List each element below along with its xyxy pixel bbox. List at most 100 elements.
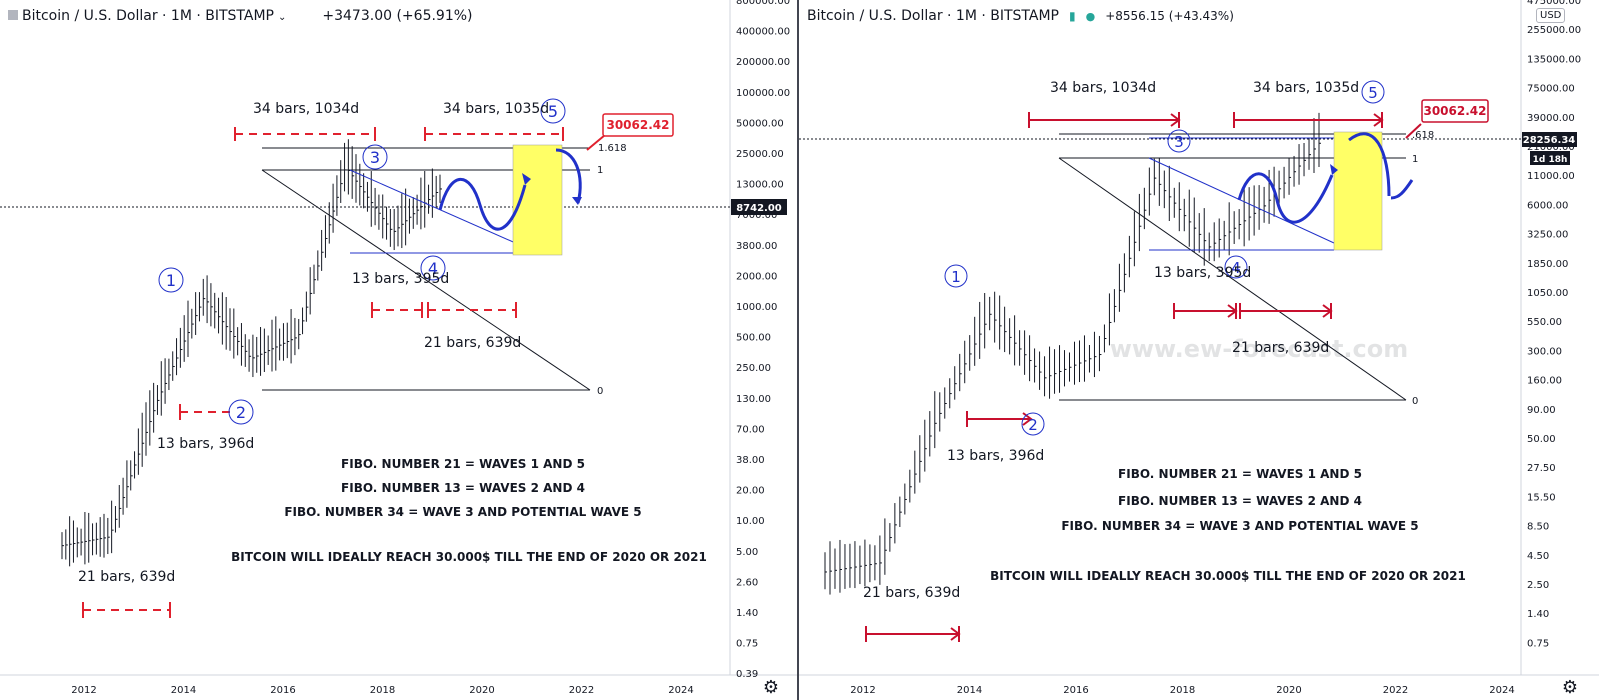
note-line-1: FIBO. NUMBER 21 = WAVES 1 AND 5 — [341, 457, 585, 471]
x-tick-label: 2024 — [1489, 685, 1514, 696]
y-tick-label: 90.00 — [1527, 405, 1556, 416]
note-line-2: FIBO. NUMBER 13 = WAVES 2 AND 4 — [341, 481, 585, 495]
annotation-21-bars-639d-left: 21 bars, 639d — [863, 585, 960, 601]
y-tick-label: 70.00 — [736, 424, 765, 435]
y-tick-label: 200000.00 — [736, 57, 790, 68]
y-tick-label: 25000.00 — [736, 149, 784, 160]
wave-3-label: 3 — [370, 148, 380, 167]
x-tick-label: 2016 — [1063, 685, 1088, 696]
projection-down-path — [555, 148, 582, 204]
y-tick-label: 300.00 — [1527, 346, 1562, 357]
flag-icon: ▮ — [1069, 9, 1076, 23]
target-price-box — [602, 113, 674, 137]
price-bars — [824, 112, 1321, 595]
red-range-markers — [865, 112, 1422, 642]
fib-0-label: 0 — [597, 386, 603, 397]
target-price-label: 30062.42 — [606, 118, 669, 132]
panel-divider — [797, 0, 799, 700]
y-axis[interactable]: 800000.00 400000.00 200000.00 100000.00 5000… — [736, 0, 790, 680]
y-tick-label: 500.00 — [736, 333, 771, 344]
triangle-upper-line — [1148, 157, 1335, 244]
watermark: www.ew-forecast.com — [1110, 335, 1409, 363]
x-tick-label: 2022 — [569, 685, 594, 696]
wave-2-label: 2 — [236, 403, 246, 422]
annotation-13-bars-395d: 13 bars, 395d — [352, 271, 449, 287]
right-chart-canvas[interactable]: 1 2 3 4 5 34 bars, 1034d 34 bars, 1035d … — [799, 0, 1599, 700]
last-price-badge-bg — [1522, 132, 1577, 147]
symbol-title[interactable]: Bitcoin / U.S. Dollar · 1M · BITSTAMP — [807, 8, 1059, 24]
note-line-4: BITCOIN WILL IDEALLY REACH 30.000$ TILL … — [231, 550, 707, 564]
wave-1-label: 1 — [166, 271, 176, 290]
left-symbol-header[interactable]: Bitcoin / U.S. Dollar · 1M · BITSTAMP ⌄ +3… — [8, 8, 473, 24]
x-tick-label: 2018 — [370, 685, 395, 696]
chevron-down-icon[interactable]: ⌄ — [278, 12, 287, 23]
projection-tail — [1390, 179, 1414, 200]
price-bars — [61, 139, 442, 567]
left-chart-panel[interactable]: 1 2 3 4 5 34 bars, 1034d 34 bars, 1035d … — [0, 0, 797, 700]
projection-arrow-up — [1330, 164, 1338, 175]
fib-trend-line — [261, 169, 591, 391]
right-chart-panel[interactable]: 1 2 3 4 5 34 bars, 1034d 34 bars, 1035d … — [799, 0, 1599, 700]
y-axis[interactable]: 475000.00 255000.00 135000.00 75000.00 39000… — [1527, 0, 1581, 649]
y-tick-label: 160.00 — [1527, 376, 1562, 387]
projection-path — [438, 177, 527, 231]
x-axis[interactable]: 2012 2014 2016 2018 2020 2022 2024 — [71, 685, 693, 696]
x-axis[interactable]: 2012 2014 2016 2018 2020 2022 2024 — [850, 685, 1514, 696]
price-change: +8556.15 (+43.43%) — [1105, 9, 1234, 23]
settings-gear-icon[interactable]: ⚙ — [1561, 677, 1579, 697]
left-chart-canvas[interactable]: 1 2 3 4 5 34 bars, 1034d 34 bars, 1035d … — [0, 0, 797, 700]
last-price-badge: 28256.34 — [1523, 135, 1576, 146]
x-tick-label: 2014 — [171, 685, 196, 696]
y-tick-label: 1050.00 — [1527, 288, 1568, 299]
x-tick-label: 2012 — [71, 685, 96, 696]
x-tick-label: 2014 — [957, 685, 982, 696]
projection-down-path — [1348, 132, 1391, 197]
wave-labels — [158, 98, 566, 425]
annotation-34-bars-1035d: 34 bars, 1035d — [1253, 80, 1359, 96]
projection-path — [1237, 172, 1334, 224]
y-tick-label: 0.39 — [736, 669, 758, 680]
y-tick-label: 800000.00 — [736, 0, 790, 7]
annotation-34-bars-1034d: 34 bars, 1034d — [253, 101, 359, 117]
y-tick-label: 13000.00 — [736, 180, 784, 191]
currency-badge[interactable]: USD — [1536, 8, 1566, 23]
symbol-title[interactable]: Bitcoin / U.S. Dollar · 1M · BITSTAMP — [22, 8, 274, 24]
y-tick-label: 1850.00 — [1527, 259, 1568, 270]
y-tick-label: 475000.00 — [1527, 0, 1581, 7]
annotation-21-bars-639d-left: 21 bars, 639d — [78, 569, 175, 585]
y-tick-label: 4.50 — [1527, 551, 1549, 562]
fib-1-label: 1 — [597, 165, 603, 176]
x-tick-label: 2018 — [1170, 685, 1195, 696]
settings-gear-icon[interactable]: ⚙ — [762, 677, 780, 697]
x-tick-label: 2012 — [850, 685, 875, 696]
y-tick-label: 1000.00 — [736, 302, 777, 313]
wave-1-label: 1 — [951, 268, 961, 286]
y-tick-label: 550.00 — [1527, 317, 1562, 328]
right-symbol-header[interactable]: Bitcoin / U.S. Dollar · 1M · BITSTAMP ▮ ● +… — [807, 8, 1234, 24]
y-tick-label: 1.40 — [1527, 609, 1549, 620]
wave-5-label: 5 — [548, 102, 558, 121]
y-tick-label: 50.00 — [1527, 434, 1556, 445]
y-tick-label: 38.00 — [736, 455, 765, 466]
annotation-13-bars-396d: 13 bars, 396d — [157, 436, 254, 452]
note-line-3: FIBO. NUMBER 34 = WAVE 3 AND POTENTIAL W… — [1061, 519, 1418, 533]
fib-0-label: 0 — [1412, 396, 1418, 407]
y-tick-label: 20.00 — [736, 486, 765, 497]
x-tick-label: 2024 — [668, 685, 693, 696]
triangle-upper-line — [349, 169, 521, 246]
wave-5-label: 5 — [1368, 84, 1378, 102]
wave-4-label: 4 — [428, 259, 438, 278]
target-price-box — [1421, 99, 1489, 123]
y-tick-label: 2000.00 — [736, 271, 777, 282]
y-tick-label: 3800.00 — [736, 241, 777, 252]
y-tick-label: 135000.00 — [1527, 54, 1581, 65]
annotation-13-bars-396d: 13 bars, 396d — [947, 448, 1044, 464]
symbol-icon — [8, 10, 18, 20]
y-tick-label: 5.00 — [736, 547, 758, 558]
note-line-2: FIBO. NUMBER 13 = WAVES 2 AND 4 — [1118, 494, 1362, 508]
target-price-label: 30062.42 — [1423, 104, 1486, 118]
fib-618-label: .618 — [1412, 130, 1434, 141]
y-tick-label: 27.50 — [1527, 463, 1556, 474]
fib-1618-label: 1.618 — [598, 143, 627, 154]
y-tick-label: 3250.00 — [1527, 230, 1568, 241]
